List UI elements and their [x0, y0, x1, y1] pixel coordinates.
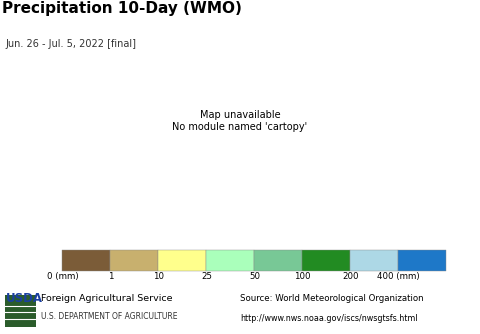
Text: Precipitation 10-Day (WMO): Precipitation 10-Day (WMO): [2, 1, 242, 16]
Bar: [158, 250, 206, 271]
Bar: [62, 250, 110, 271]
Bar: [206, 250, 254, 271]
Bar: [302, 250, 350, 271]
Text: 1: 1: [108, 273, 113, 282]
Text: Foreign Agricultural Service: Foreign Agricultural Service: [41, 294, 172, 303]
Text: Map unavailable
No module named 'cartopy': Map unavailable No module named 'cartopy…: [172, 110, 308, 132]
Bar: [350, 250, 398, 271]
Bar: [5, 295, 36, 327]
Text: 0 (mm): 0 (mm): [47, 273, 78, 282]
Text: 50: 50: [249, 273, 260, 282]
Text: Source: World Meteorological Organization: Source: World Meteorological Organizatio…: [240, 294, 424, 303]
Text: 200: 200: [342, 273, 359, 282]
Text: 100: 100: [294, 273, 311, 282]
Bar: [398, 250, 446, 271]
Text: 400 (mm): 400 (mm): [377, 273, 420, 282]
Text: USDA: USDA: [6, 292, 43, 305]
Bar: [110, 250, 158, 271]
Text: 10: 10: [153, 273, 164, 282]
Text: Jun. 26 - Jul. 5, 2022 [final]: Jun. 26 - Jul. 5, 2022 [final]: [6, 39, 137, 49]
Text: 25: 25: [201, 273, 212, 282]
Bar: [254, 250, 302, 271]
Text: http://www.nws.noaa.gov/iscs/nwsgtsfs.html: http://www.nws.noaa.gov/iscs/nwsgtsfs.ht…: [240, 314, 418, 323]
Text: U.S. DEPARTMENT OF AGRICULTURE: U.S. DEPARTMENT OF AGRICULTURE: [41, 312, 177, 321]
